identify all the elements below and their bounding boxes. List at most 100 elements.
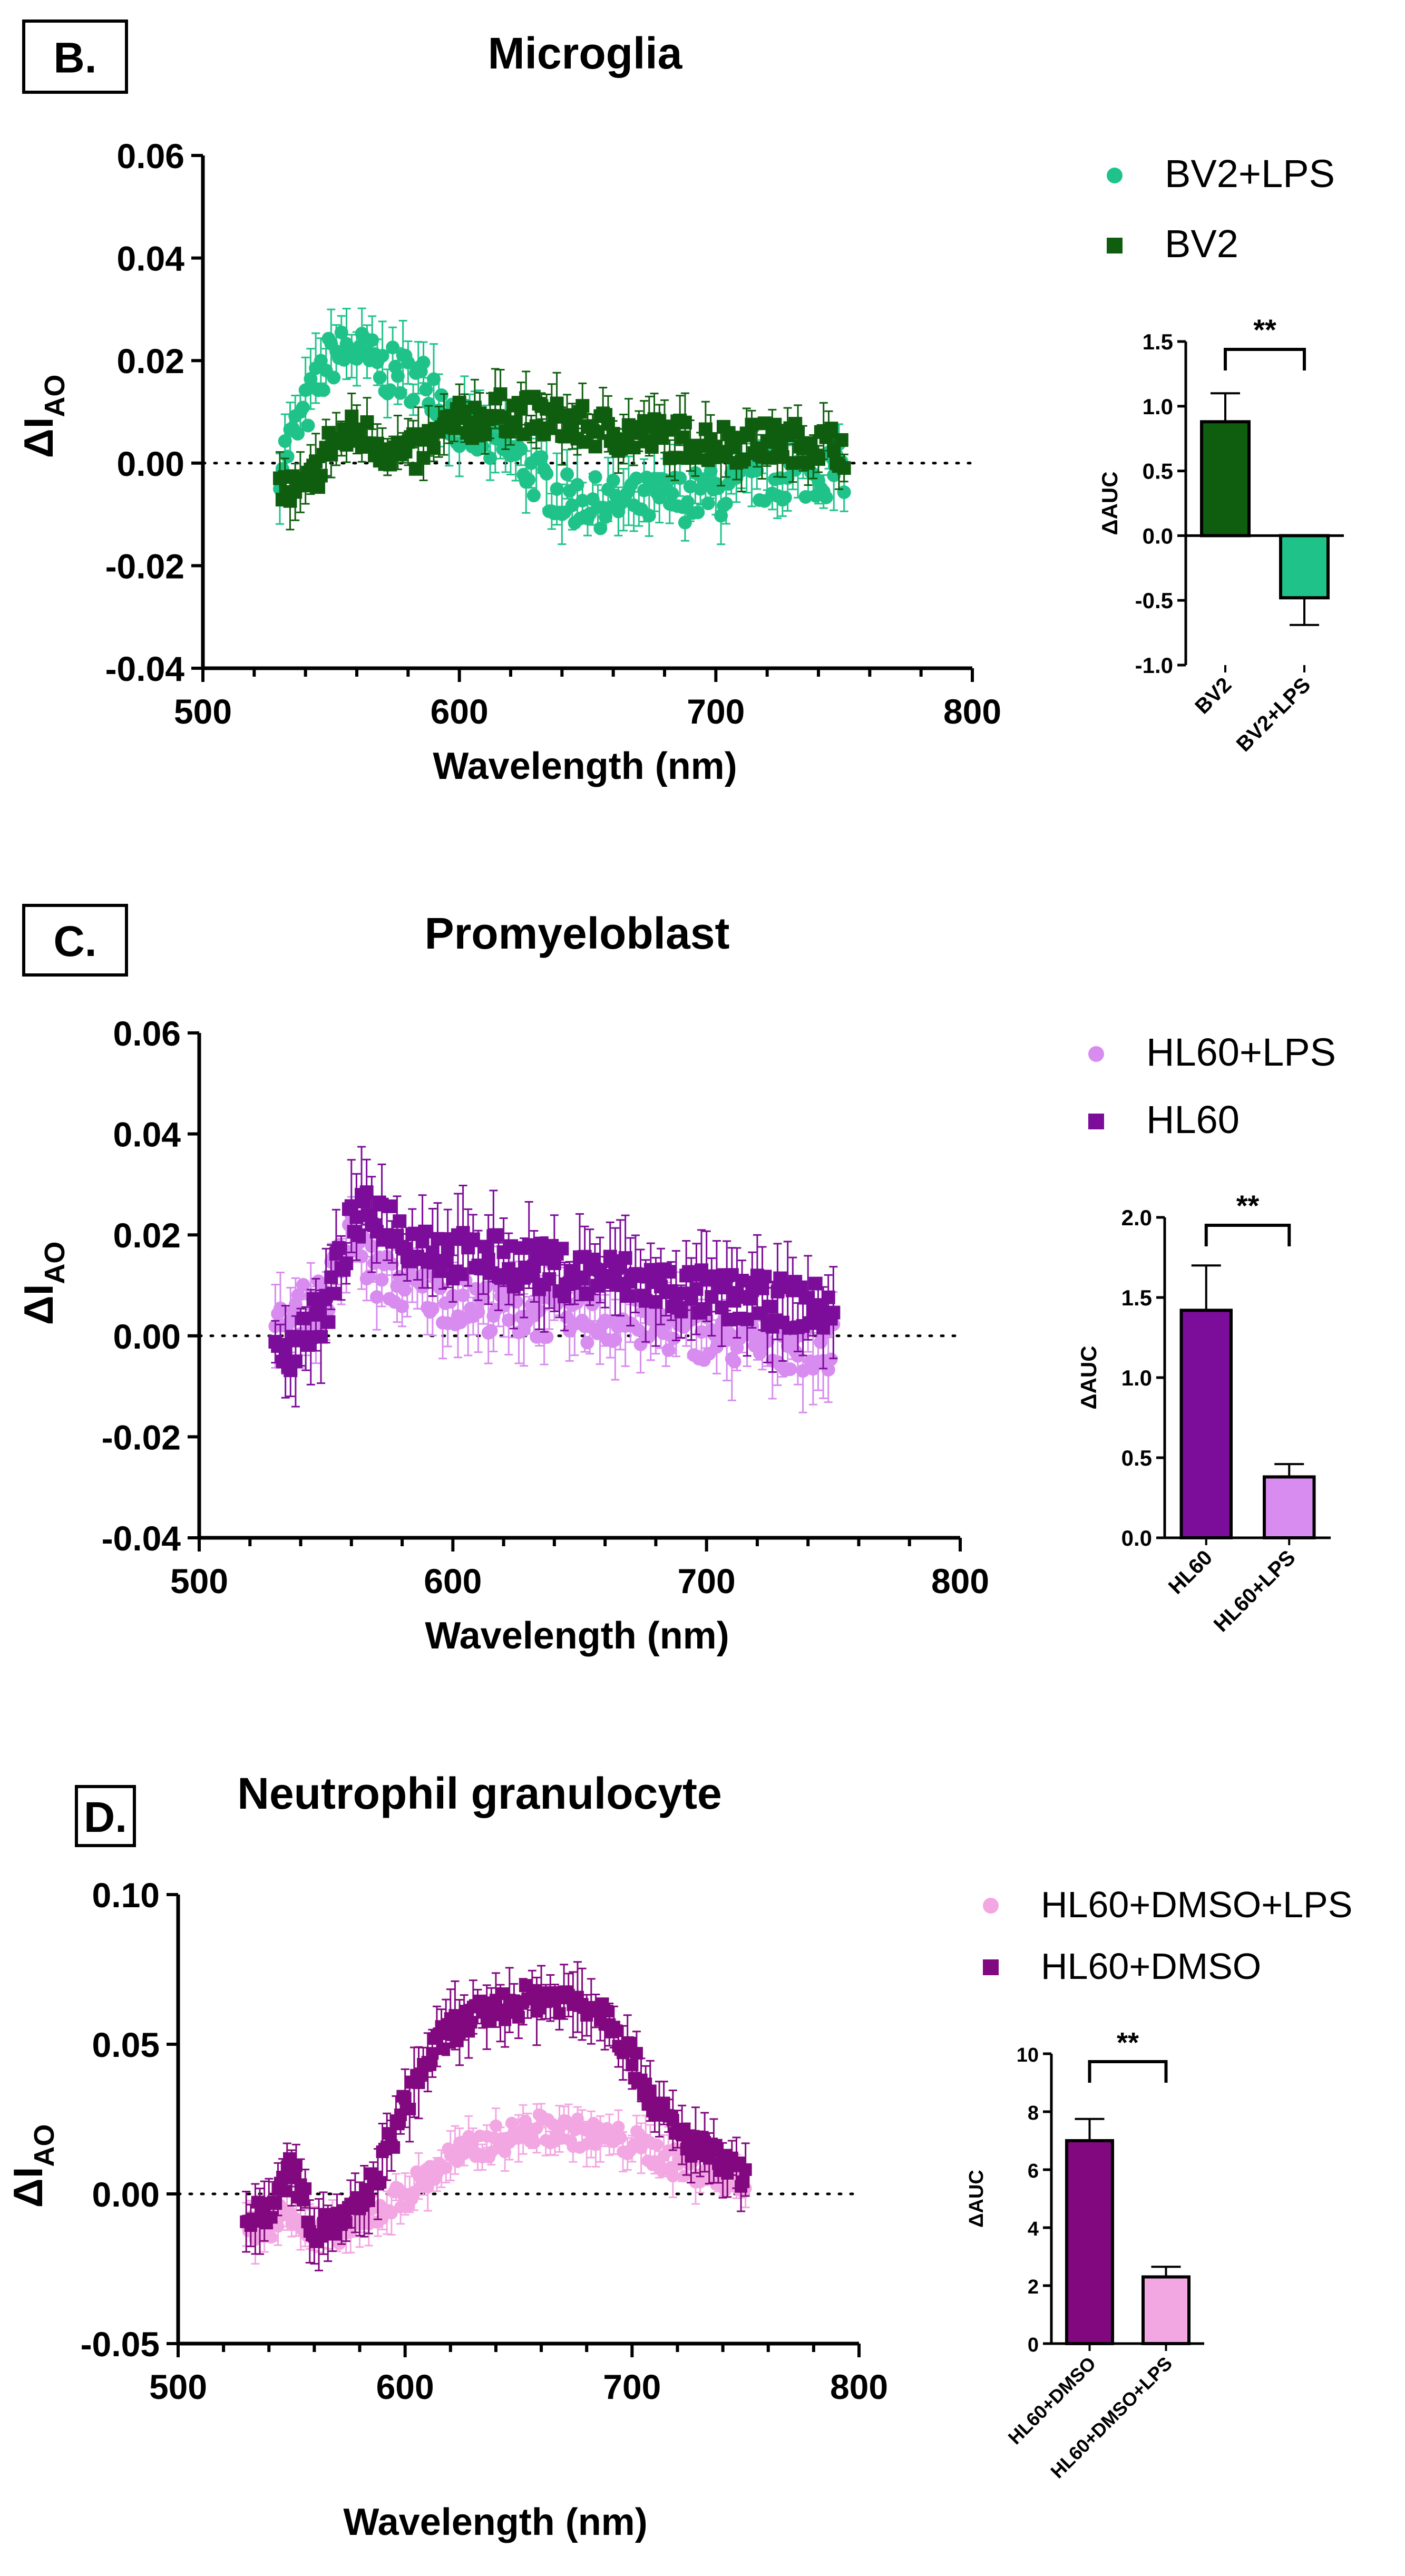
data-points <box>273 387 851 508</box>
legend-marker-hl60+dmso+lps <box>983 1898 999 1914</box>
y-tick-label: 0.06 <box>117 136 184 175</box>
data-point <box>740 1312 754 1326</box>
inset-y-axis-label: ΔAUC <box>965 2170 988 2228</box>
data-point <box>426 2047 439 2060</box>
data-point <box>570 477 584 492</box>
data-point <box>437 2042 450 2055</box>
inset-category-label: BV2+LPS <box>1232 673 1315 756</box>
data-point <box>627 441 641 455</box>
data-point <box>606 473 620 487</box>
data-point <box>630 2047 643 2060</box>
inset-y-tick-label: 6 <box>1028 2160 1039 2182</box>
chart-title: Microglia <box>488 28 683 78</box>
panel-label-box <box>22 904 128 977</box>
data-point <box>542 421 556 435</box>
y-tick-label: 0.05 <box>92 2025 160 2064</box>
y-axis-label: ΔIAO <box>15 1242 71 1325</box>
data-point <box>695 1325 709 1339</box>
data-point <box>763 1300 777 1314</box>
data-point <box>502 1313 516 1327</box>
inset-y-tick-label: 0 <box>1028 2334 1039 2356</box>
legend-marker-bv2 <box>1107 238 1123 253</box>
data-point <box>484 1324 498 1338</box>
x-axis-label: Wavelength (nm) <box>343 2501 647 2543</box>
inset-category-label: HL60+LPS <box>1209 1546 1300 1636</box>
data-point <box>387 2141 401 2154</box>
y-tick-label: -0.04 <box>105 649 185 688</box>
data-point <box>471 1305 485 1319</box>
data-point <box>593 521 608 535</box>
data-point <box>618 1251 632 1265</box>
series-hl60+dmso <box>240 1961 752 2271</box>
panel-label-box <box>75 1785 136 1847</box>
inset-y-tick-label: -1.0 <box>1135 653 1173 678</box>
data-point <box>296 1311 310 1325</box>
data-point <box>558 1290 572 1304</box>
data-point <box>565 498 579 512</box>
data-point <box>265 2211 278 2224</box>
data-point <box>540 1330 554 1344</box>
y-tick-label: 0.02 <box>117 341 184 380</box>
y-tick-label: 0.00 <box>113 1317 181 1356</box>
inset-y-tick-label: 8 <box>1028 2102 1039 2124</box>
data-point <box>553 2007 566 2020</box>
legend-marker-bv2+lps <box>1107 168 1123 183</box>
x-tick-label: 600 <box>424 1562 482 1601</box>
data-point <box>391 369 405 383</box>
data-point <box>689 1282 704 1296</box>
inset-y-tick-label: 0.0 <box>1121 1526 1152 1550</box>
data-point <box>403 2102 416 2115</box>
data-point <box>608 1333 622 1347</box>
data-point <box>575 1272 589 1286</box>
inset-y-axis-label: ΔAUC <box>1097 471 1122 535</box>
data-point <box>758 1270 772 1284</box>
data-point <box>819 490 833 504</box>
inset-bar-hl60+lps <box>1263 1475 1316 1539</box>
x-tick-label: 500 <box>170 1562 228 1601</box>
x-axis-label: Wavelength (nm) <box>425 1615 729 1657</box>
data-point <box>526 489 541 503</box>
y-axis-label: ΔIAO <box>5 2124 60 2208</box>
data-point <box>612 2120 625 2133</box>
x-axis-label: Wavelength (nm) <box>433 745 737 787</box>
data-point <box>269 2197 282 2210</box>
data-point <box>668 451 682 465</box>
legend-label: BV2 <box>1165 222 1238 266</box>
data-point <box>350 352 364 366</box>
data-point <box>360 415 374 429</box>
data-point <box>514 442 528 456</box>
data-point <box>812 452 825 466</box>
y-tick-label: -0.02 <box>102 1418 181 1457</box>
data-point <box>406 393 421 407</box>
x-tick-label: 500 <box>174 692 232 731</box>
data-point <box>791 1349 805 1363</box>
data-point <box>334 325 348 339</box>
data-point <box>489 1228 503 1242</box>
data-point <box>289 2159 303 2172</box>
data-point <box>493 387 508 401</box>
data-point <box>383 1199 396 1213</box>
data-point <box>739 2163 752 2176</box>
data-point <box>369 1290 384 1304</box>
data-point <box>673 471 687 485</box>
data-point <box>386 340 400 355</box>
inset-y-tick-label: 10 <box>1017 2044 1039 2066</box>
data-point <box>509 415 523 430</box>
y-tick-label: -0.04 <box>102 1519 181 1558</box>
data-point <box>824 422 838 436</box>
inset-category-label: HL60 <box>1164 1546 1217 1598</box>
data-point <box>398 2092 412 2105</box>
legend-marker-hl60 <box>1088 1114 1104 1129</box>
data-point <box>365 333 379 347</box>
legend-label: HL60 <box>1146 1098 1240 1141</box>
data-point <box>786 456 800 470</box>
data-point <box>362 2194 375 2208</box>
y-axis-label: ΔIAO <box>15 375 71 458</box>
data-point <box>416 355 431 369</box>
data-point <box>393 386 407 400</box>
inset-y-tick-label: 1.5 <box>1143 329 1173 354</box>
data-point <box>678 515 692 530</box>
inset-y-tick-label: 1.0 <box>1121 1365 1152 1390</box>
x-tick-label: 700 <box>678 1562 736 1601</box>
